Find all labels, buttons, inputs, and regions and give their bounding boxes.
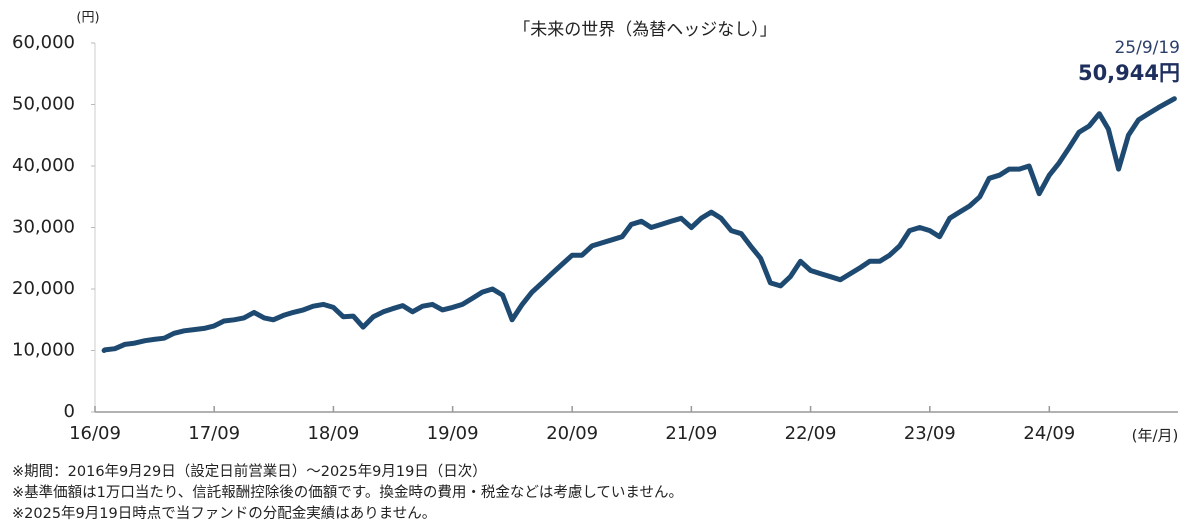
x-tick-label: 21/09 xyxy=(665,423,717,444)
y-tick-label: 40,000 xyxy=(12,155,75,176)
end-value-label: 50,944円 xyxy=(1078,61,1180,85)
note: ※基準価額は1万口当たり、信託報酬控除後の価額です。換金時の費用・税金などは考慮… xyxy=(12,485,683,501)
y-tick-label: 50,000 xyxy=(12,94,75,115)
notes: ※期間：2016年9月29日（設定日前営業日）～2025年9月19日（日次） ※基… xyxy=(12,462,683,525)
y-tick-label: 30,000 xyxy=(12,217,75,238)
note: ※2025年9月19日時点で当ファンドの分配金実績はありません。 xyxy=(12,506,437,522)
x-tick-label: 22/09 xyxy=(785,423,837,444)
x-tick-label: 16/09 xyxy=(69,423,121,444)
chart-title: 「未来の世界（為替ヘッジなし）」 xyxy=(513,20,777,40)
x-tick-label: 24/09 xyxy=(1023,423,1075,444)
x-tick-label: 19/09 xyxy=(427,423,479,444)
y-tick-label: 0 xyxy=(64,401,75,422)
x-tick-label: 18/09 xyxy=(307,423,359,444)
y-tick-label: 60,000 xyxy=(12,32,75,53)
x-unit: (年/月) xyxy=(1132,427,1179,445)
chart: 「未来の世界（為替ヘッジなし）」 (円) (年/月) 25/9/19 50,94… xyxy=(12,11,1180,445)
x-tick-label: 23/09 xyxy=(904,423,956,444)
y-tick-label: 10,000 xyxy=(12,340,75,361)
y-tick-label: 20,000 xyxy=(12,278,75,299)
x-tick-label: 20/09 xyxy=(546,423,598,444)
x-tick-label: 17/09 xyxy=(188,423,240,444)
price-line xyxy=(101,96,1177,353)
end-date-label: 25/9/19 xyxy=(1114,38,1180,58)
y-unit: (円) xyxy=(76,11,99,26)
note: ※期間：2016年9月29日（設定日前営業日）～2025年9月19日（日次） xyxy=(12,464,487,480)
